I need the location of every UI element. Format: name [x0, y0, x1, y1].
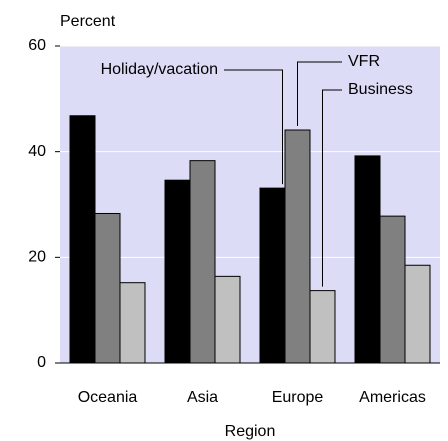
y-tick-label: 0 [37, 354, 46, 371]
bar [69, 115, 96, 364]
bar [284, 129, 311, 364]
leader-line [322, 89, 342, 287]
series-label: Business [348, 81, 413, 98]
x-axis-label: Region [225, 423, 276, 440]
x-tick-label: Oceania [78, 389, 138, 406]
bar [404, 264, 431, 364]
series-label: Holiday/vacation [101, 61, 218, 78]
bar [119, 282, 146, 364]
x-tick-label: Europe [272, 389, 324, 406]
series-label: VFR [348, 53, 380, 70]
y-axis-label: Percent [60, 13, 116, 30]
bar [259, 187, 286, 364]
x-tick-label: Asia [187, 389, 218, 406]
leader-line [224, 69, 283, 185]
bar [94, 212, 121, 364]
bar [189, 160, 216, 364]
bar [214, 275, 241, 364]
y-tick-label: 40 [28, 143, 46, 160]
bar [309, 290, 336, 364]
bar [354, 155, 381, 364]
leader-line [297, 61, 342, 127]
y-tick-label: 60 [28, 37, 46, 54]
bar [379, 215, 406, 364]
y-tick-label: 20 [28, 249, 46, 266]
x-tick-label: Americas [359, 389, 426, 406]
bar [164, 179, 191, 364]
